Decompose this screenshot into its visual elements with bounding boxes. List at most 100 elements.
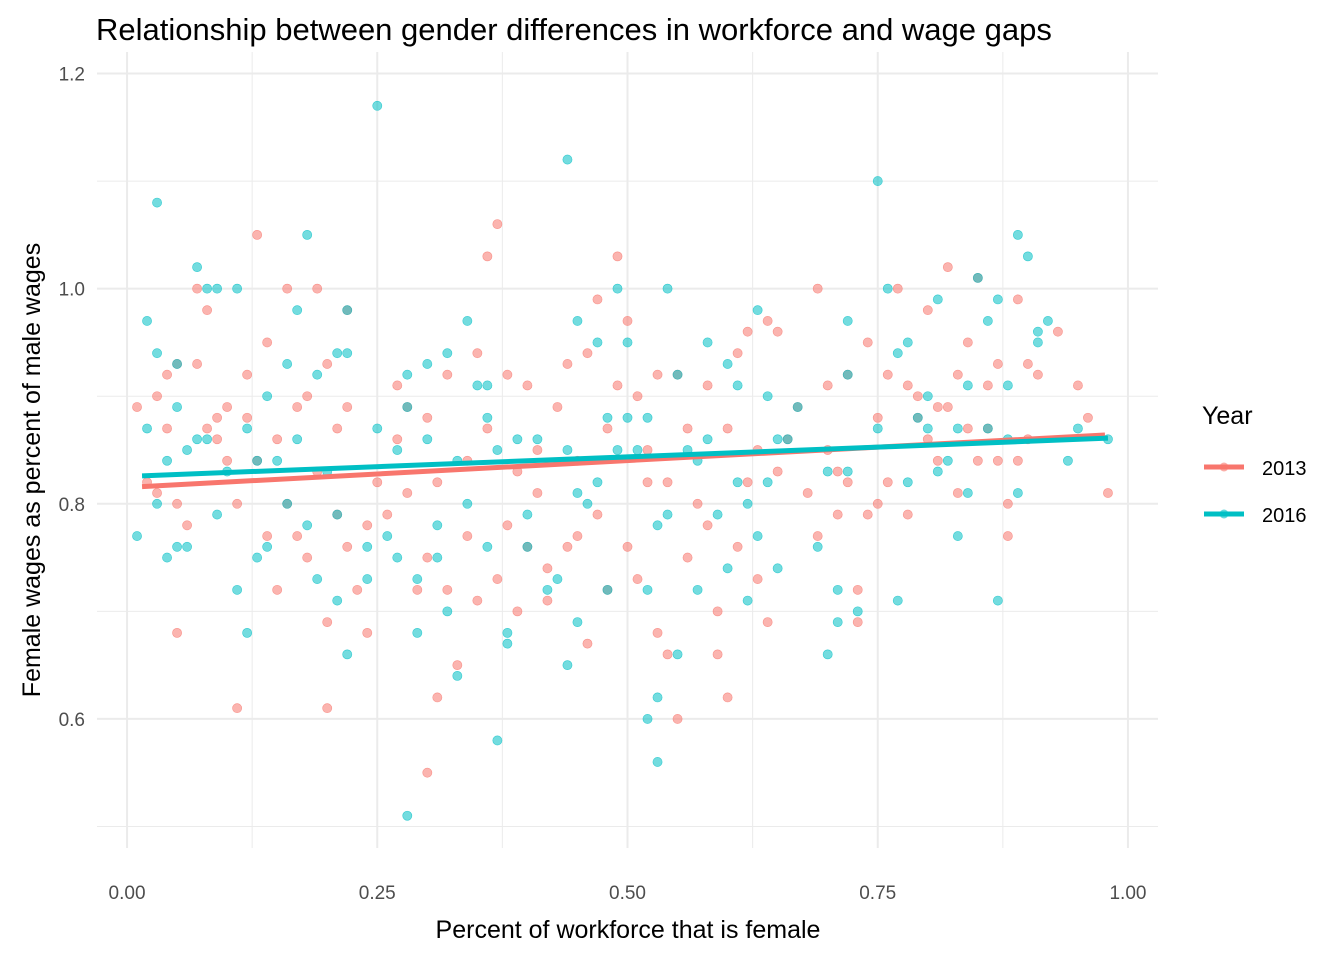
point-2013 bbox=[652, 627, 663, 638]
point-2016 bbox=[402, 369, 413, 380]
point-2016 bbox=[572, 488, 583, 498]
point-2013 bbox=[852, 617, 863, 628]
point-2016 bbox=[312, 574, 323, 584]
point-2013 bbox=[342, 541, 353, 552]
point-2016 bbox=[722, 563, 733, 574]
point-2013 bbox=[352, 584, 363, 595]
point-2013 bbox=[482, 423, 493, 434]
point-2013 bbox=[232, 498, 243, 509]
point-2016 bbox=[922, 423, 933, 434]
point-2013 bbox=[512, 606, 523, 617]
point-2013 bbox=[422, 552, 433, 563]
point-2013 bbox=[992, 359, 1003, 369]
point-2016 bbox=[822, 649, 833, 660]
legend-item-2013: 2013 bbox=[1204, 458, 1307, 480]
point-2013 bbox=[762, 617, 773, 628]
point-2013 bbox=[262, 531, 273, 541]
point-2016 bbox=[642, 714, 653, 724]
point-2016 bbox=[262, 541, 273, 552]
point-2016 bbox=[852, 606, 863, 617]
point-2016 bbox=[702, 337, 713, 348]
point-2013 bbox=[692, 498, 703, 509]
point-2013 bbox=[812, 531, 823, 541]
axis-ticks: 0.00 0.25 0.50 0.75 1.00 0.6 0.8 1.0 1.2 bbox=[59, 65, 1147, 904]
chart-title: Relationship between gender differences … bbox=[96, 12, 1052, 47]
point-2013 bbox=[522, 380, 533, 391]
point-2016 bbox=[342, 348, 353, 359]
trend-line-2016 bbox=[141, 435, 1109, 479]
point-2016 bbox=[462, 498, 473, 509]
point-2013 bbox=[662, 477, 673, 488]
y-tick-label: 0.6 bbox=[59, 710, 85, 731]
x-tick-label: 0.50 bbox=[609, 883, 646, 904]
point-2013 bbox=[232, 703, 243, 714]
point-2013 bbox=[732, 541, 743, 552]
point-2016 bbox=[212, 283, 223, 294]
point-2013 bbox=[902, 509, 913, 520]
point-2016 bbox=[332, 595, 343, 606]
x-tick-label: 0.25 bbox=[359, 883, 396, 904]
point-2016 bbox=[312, 369, 323, 380]
data-points bbox=[132, 100, 1113, 821]
point-2016 bbox=[822, 466, 833, 477]
point-2013 bbox=[552, 402, 563, 412]
point-2016 bbox=[162, 552, 172, 563]
point-2016 bbox=[422, 434, 433, 445]
point-2013 bbox=[952, 488, 963, 498]
point-2013 bbox=[162, 369, 172, 380]
point-2013 bbox=[272, 434, 283, 445]
point-2016 bbox=[362, 541, 373, 552]
point-2013 bbox=[622, 316, 633, 326]
point-2016 bbox=[452, 670, 463, 681]
point-2016 bbox=[832, 584, 843, 595]
point-2013 bbox=[1083, 412, 1093, 423]
point-2013 bbox=[482, 251, 493, 262]
point-2016 bbox=[212, 509, 223, 520]
point-2013 bbox=[172, 627, 182, 638]
point-2016 bbox=[462, 316, 473, 326]
y-tick-label: 0.8 bbox=[59, 495, 85, 516]
point-2016 bbox=[502, 627, 513, 638]
point-2013 bbox=[862, 509, 873, 520]
point-2016 bbox=[532, 434, 543, 445]
point-2013 bbox=[132, 402, 142, 412]
y-tick-label: 1.2 bbox=[59, 65, 85, 86]
point-2016 bbox=[292, 434, 303, 445]
point-2013 bbox=[492, 574, 503, 584]
point-2013 bbox=[922, 305, 933, 316]
point-2013 bbox=[412, 584, 423, 595]
point-2016 bbox=[162, 455, 172, 466]
point-2016 bbox=[722, 359, 733, 369]
point-2016 bbox=[672, 649, 683, 660]
point-2016 bbox=[332, 348, 343, 359]
point-2016 bbox=[182, 541, 192, 552]
point-2016 bbox=[242, 423, 253, 434]
point-2013 bbox=[152, 391, 162, 402]
point-2013 bbox=[732, 348, 743, 359]
point-2013 bbox=[772, 326, 783, 337]
point-2013 bbox=[322, 617, 333, 628]
point-2016 bbox=[732, 477, 743, 488]
point-2013 bbox=[302, 552, 313, 563]
point-2013 bbox=[612, 380, 623, 391]
point-2016 bbox=[942, 455, 953, 466]
point-2013 bbox=[1053, 326, 1063, 337]
point-2013 bbox=[332, 423, 343, 434]
point-2013 bbox=[1002, 498, 1013, 509]
point-2016 bbox=[242, 627, 253, 638]
point-2013 bbox=[202, 305, 213, 316]
point-2013 bbox=[1103, 488, 1113, 498]
point-2013 bbox=[982, 380, 993, 391]
point-2016 bbox=[362, 574, 373, 584]
point-2013 bbox=[432, 477, 443, 488]
point-2016 bbox=[392, 445, 403, 455]
point-2013 bbox=[842, 477, 853, 488]
point-2013 bbox=[712, 649, 723, 660]
point-2013 bbox=[822, 380, 833, 391]
point-2013 bbox=[272, 584, 283, 595]
point-2013 bbox=[932, 455, 943, 466]
point-2016 bbox=[842, 369, 853, 380]
point-2013 bbox=[952, 369, 963, 380]
point-2013 bbox=[312, 283, 323, 294]
point-2013 bbox=[502, 369, 513, 380]
